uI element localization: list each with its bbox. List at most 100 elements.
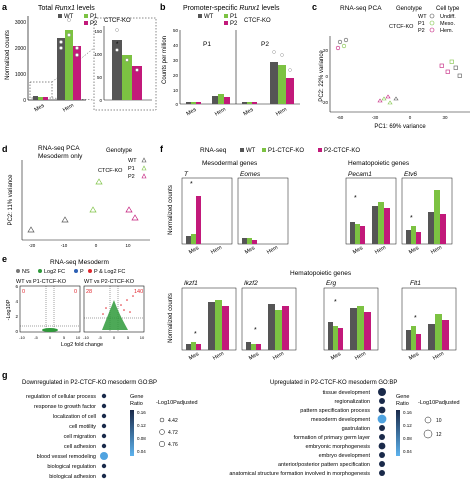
- svg-text:140: 140: [134, 289, 143, 295]
- svg-text:-60: -60: [337, 115, 344, 120]
- svg-text:0: 0: [113, 335, 116, 340]
- svg-text:0.08: 0.08: [403, 436, 412, 441]
- svg-text:Hem: Hem: [374, 245, 387, 256]
- panel-f: f RNA-seq WT P1-CTCF-KO P2-CTCF-KO Mesod…: [160, 144, 457, 362]
- svg-text:WT: WT: [128, 158, 137, 164]
- svg-text:Hematopoietic genes: Hematopoietic genes: [348, 160, 410, 167]
- svg-text:2: 2: [15, 314, 18, 319]
- svg-text:Mes: Mes: [243, 107, 255, 118]
- svg-text:*: *: [414, 315, 417, 322]
- svg-text:10: 10: [125, 243, 131, 248]
- svg-text:Hematopoietic genes: Hematopoietic genes: [290, 270, 352, 277]
- svg-text:0.08: 0.08: [137, 436, 146, 441]
- svg-text:Hem: Hem: [212, 351, 225, 362]
- svg-text:10: 10: [140, 335, 145, 340]
- svg-text:Log2 fold change: Log2 fold change: [61, 342, 103, 348]
- panel-b: b Promoter-specific Runx1 levels Counts …: [160, 2, 300, 118]
- svg-text:P2: P2: [128, 174, 135, 180]
- svg-text:formation of primary germ laye: formation of primary germ layer: [294, 435, 371, 441]
- svg-text:RNA-seq: RNA-seq: [200, 147, 227, 154]
- svg-text:30: 30: [173, 58, 179, 63]
- svg-text:localization of cell: localization of cell: [53, 414, 96, 420]
- panel-a-letter: a: [2, 2, 8, 12]
- svg-text:10: 10: [76, 335, 81, 340]
- svg-text:-20: -20: [29, 243, 36, 248]
- panel-b-ylabel: Counts per million: [162, 36, 168, 84]
- svg-text:NS: NS: [22, 269, 30, 275]
- svg-text:tissue development: tissue development: [323, 390, 371, 396]
- svg-text:regulation of cellular process: regulation of cellular process: [26, 394, 96, 400]
- svg-text:PC2: 11% variance: PC2: 11% variance: [8, 174, 14, 226]
- panel-e: e RNA-seq Mesoderm NS Log2 FC P P & Log2…: [2, 254, 145, 348]
- svg-text:4: 4: [15, 299, 18, 304]
- svg-text:P: P: [80, 269, 84, 275]
- svg-text:Hem: Hem: [430, 245, 443, 256]
- svg-text:P1: P1: [418, 21, 425, 27]
- svg-text:Hem: Hem: [275, 106, 288, 117]
- svg-text:WT: WT: [418, 14, 427, 20]
- gene-chart-ikzf2: Ikzf2 *: [241, 280, 297, 351]
- svg-text:Gene: Gene: [396, 394, 409, 400]
- svg-text:-10: -10: [19, 335, 26, 340]
- svg-text:0.16: 0.16: [137, 410, 146, 415]
- svg-text:0: 0: [74, 289, 77, 295]
- svg-text:40: 40: [173, 43, 179, 48]
- panel-a-ytick: 1000: [15, 72, 26, 78]
- svg-text:0: 0: [22, 289, 25, 295]
- svg-text:*: *: [254, 327, 257, 334]
- svg-text:0: 0: [49, 335, 52, 340]
- svg-text:5: 5: [127, 335, 130, 340]
- svg-text:P1-CTCF-KO: P1-CTCF-KO: [268, 148, 304, 154]
- svg-text:*: *: [410, 215, 413, 222]
- svg-text:T: T: [184, 171, 189, 178]
- svg-text:Mes: Mes: [330, 351, 342, 362]
- svg-text:biological adhesion: biological adhesion: [49, 474, 96, 480]
- svg-text:-10: -10: [61, 243, 68, 248]
- svg-text:4.76: 4.76: [168, 442, 178, 448]
- svg-text:0.16: 0.16: [403, 410, 412, 415]
- svg-text:0.12: 0.12: [137, 423, 146, 428]
- svg-text:Cell type: Cell type: [436, 6, 460, 12]
- go-right: tissue development regionalization patte…: [229, 388, 460, 477]
- panel-c: c RNA-seq PCA Genotype Cell type WT P1 P…: [312, 2, 470, 130]
- svg-text:-Log10Padjusted: -Log10Padjusted: [156, 400, 198, 406]
- svg-text:Ikzf2: Ikzf2: [244, 280, 258, 287]
- svg-text:P2-CTCF-KO: P2-CTCF-KO: [324, 148, 360, 154]
- panel-a-legend: P1: [90, 14, 98, 20]
- svg-text:Mes: Mes: [188, 245, 200, 256]
- panel-a-ytick-inset: 0: [99, 98, 102, 103]
- svg-text:blood vessel remodeling: blood vessel remodeling: [37, 454, 96, 460]
- svg-text:WT vs P2-CTCF-KO: WT vs P2-CTCF-KO: [84, 279, 135, 285]
- svg-text:Undiff.: Undiff.: [440, 14, 456, 20]
- svg-text:cell motility: cell motility: [69, 424, 96, 430]
- svg-text:*: *: [334, 299, 337, 306]
- svg-text:Ratio: Ratio: [396, 401, 409, 407]
- svg-text:5: 5: [63, 335, 66, 340]
- svg-text:WT: WT: [204, 14, 214, 20]
- panel-a-legend: P2: [90, 21, 98, 27]
- svg-text:6: 6: [15, 284, 18, 289]
- svg-text:*: *: [194, 331, 197, 338]
- svg-text:-20: -20: [321, 100, 328, 105]
- svg-text:-5: -5: [34, 335, 38, 340]
- panel-d: d RNA-seq PCA Mesoderm only Genotype WT …: [2, 144, 150, 248]
- svg-text:Meso.: Meso.: [440, 21, 455, 27]
- svg-text:Hem: Hem: [432, 351, 445, 362]
- panel-c-title: RNA-seq PCA: [340, 5, 382, 12]
- svg-text:*: *: [354, 195, 357, 202]
- svg-text:50: 50: [173, 28, 179, 33]
- panel-c-letter: c: [312, 2, 317, 12]
- svg-text:28: 28: [86, 289, 92, 295]
- svg-text:Erg: Erg: [326, 280, 337, 287]
- svg-text:Genotype: Genotype: [106, 148, 133, 154]
- svg-text:10: 10: [173, 88, 179, 93]
- panel-a-legend-extra: CTCF-KO: [104, 18, 131, 24]
- svg-text:regionalization: regionalization: [335, 399, 370, 405]
- svg-text:Etv6: Etv6: [404, 171, 417, 178]
- svg-text:Mes: Mes: [186, 107, 198, 118]
- svg-text:0.04: 0.04: [403, 449, 412, 454]
- svg-text:CTCF-KO: CTCF-KO: [389, 24, 414, 30]
- svg-text:WT: WT: [246, 148, 256, 154]
- svg-text:Upregulated in P2-CTCF-KO meso: Upregulated in P2-CTCF-KO mesoderm GO:BP: [270, 380, 397, 386]
